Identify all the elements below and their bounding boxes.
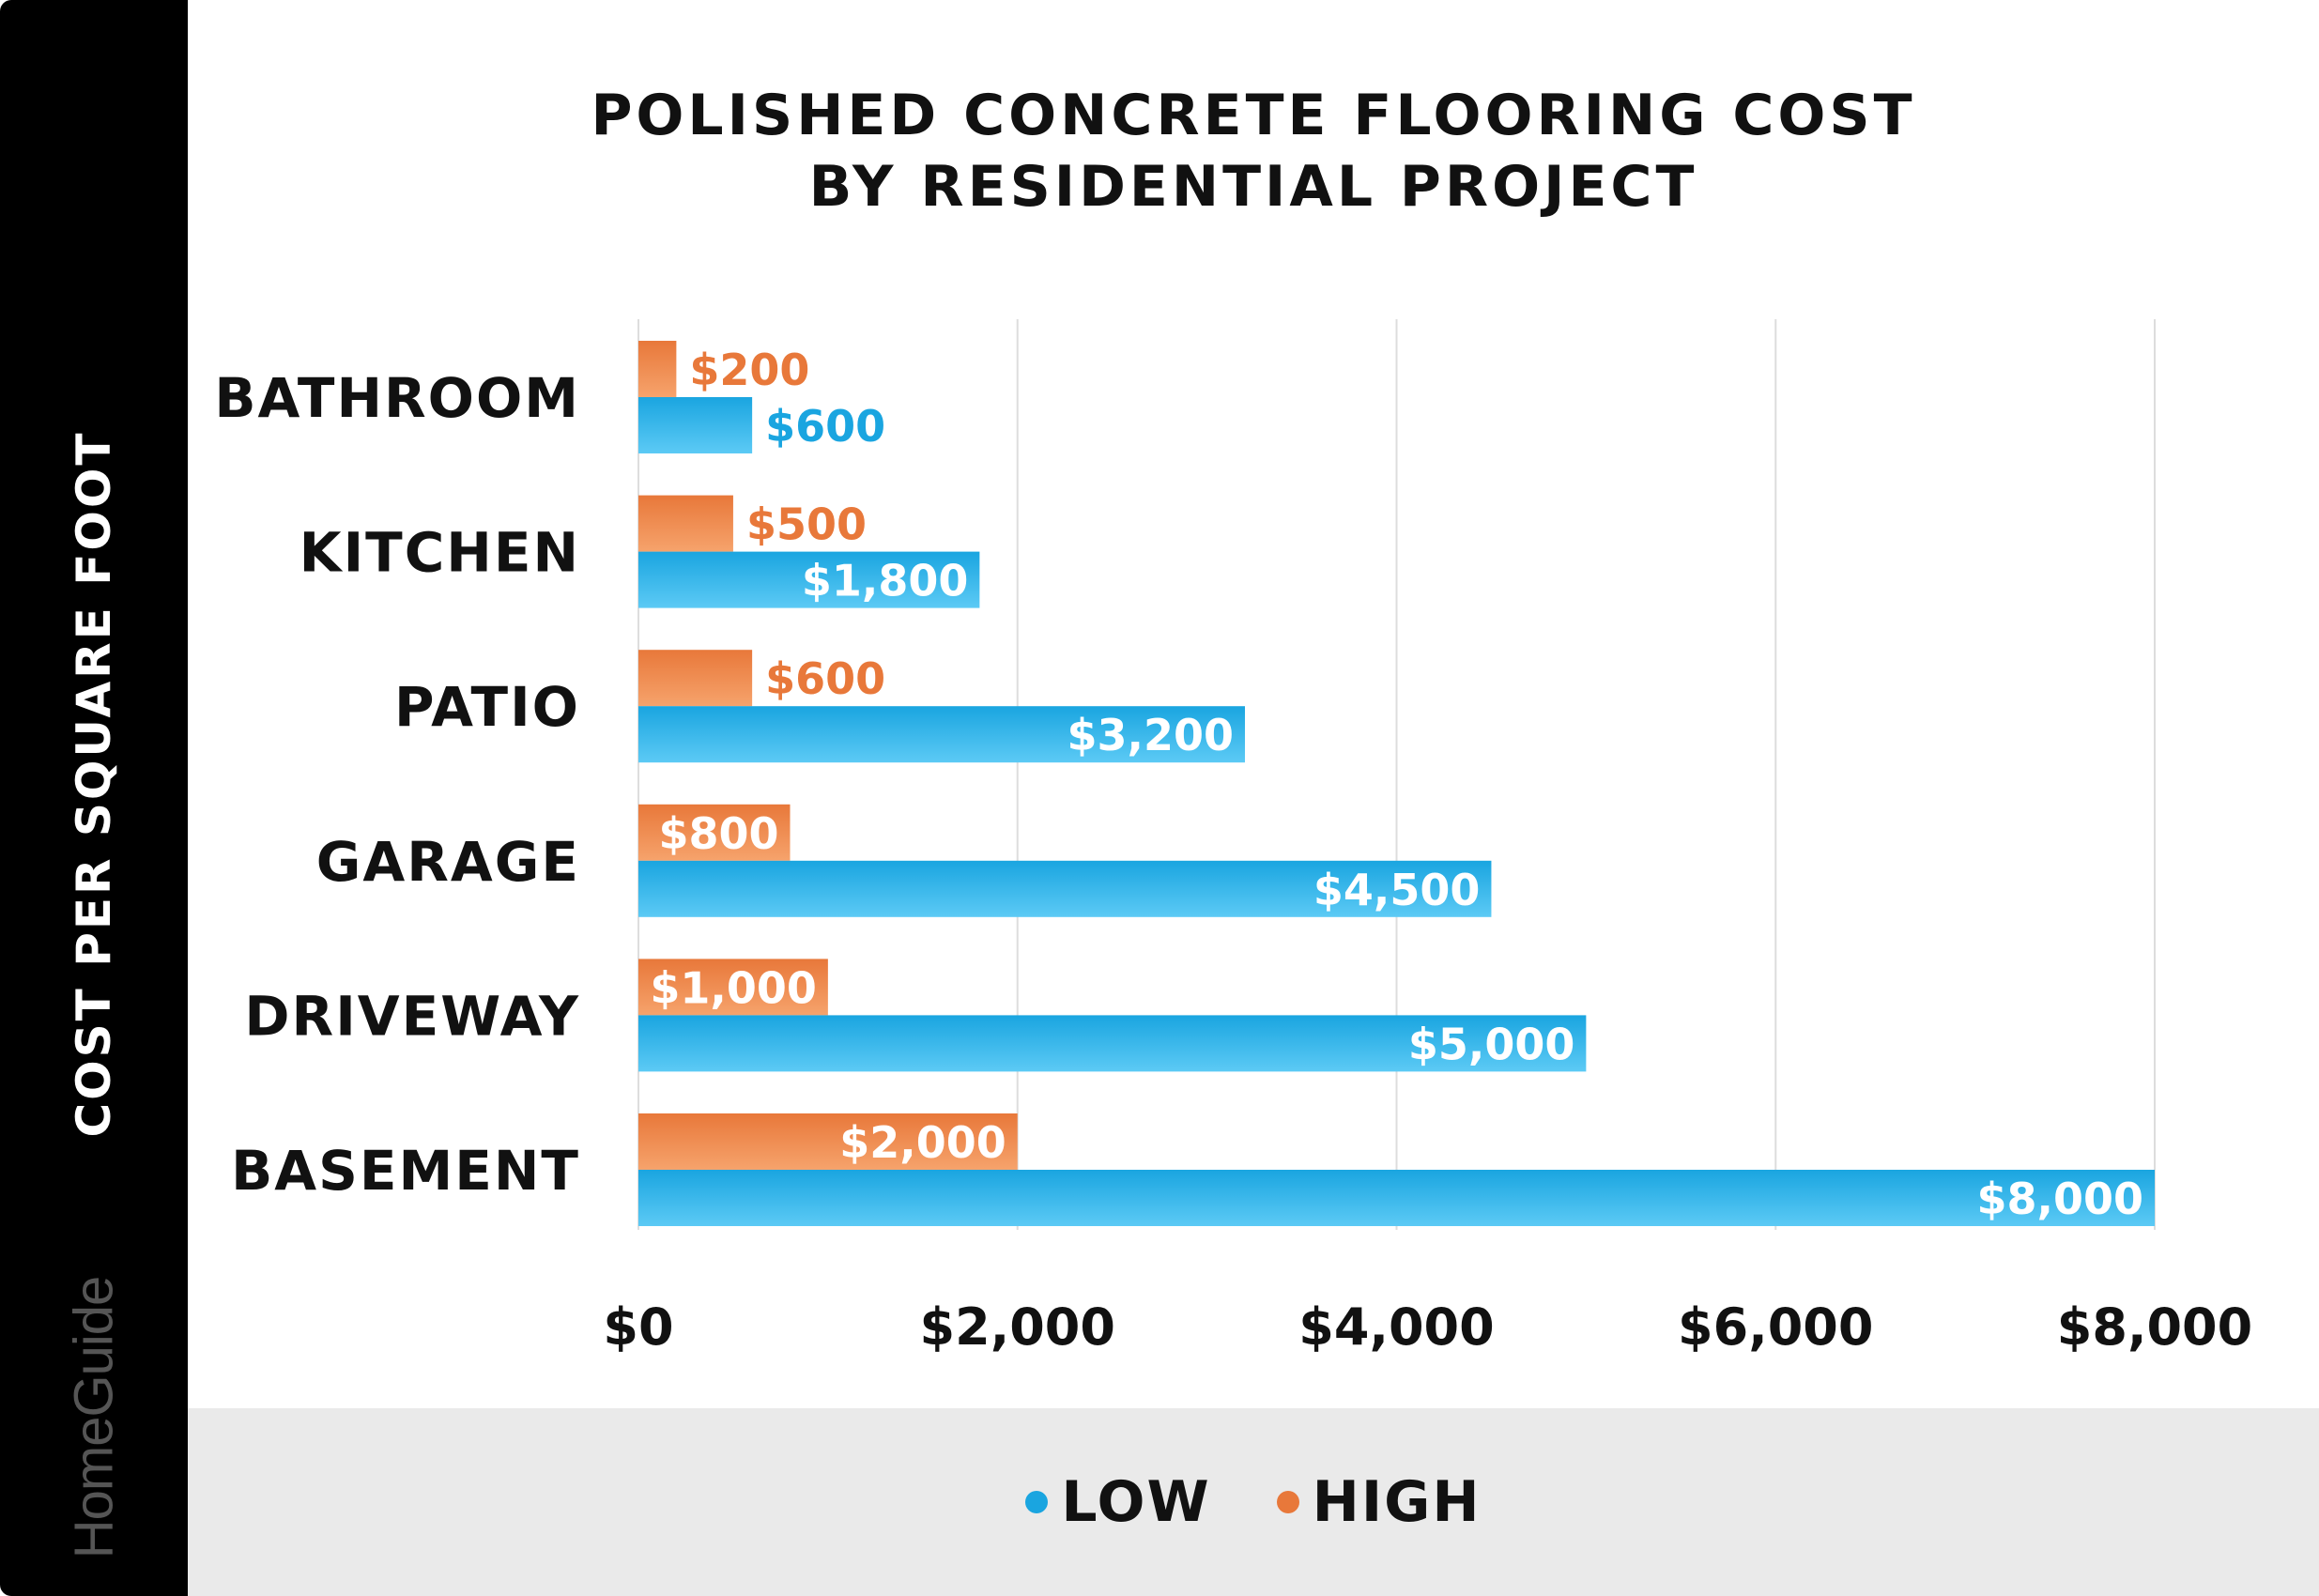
bar-chart: $200 $600 $500 $1,800 $600 $3,200 $800 $4,500 $1…: [214, 319, 2252, 1357]
legend: LOW HIGH: [188, 1408, 2319, 1596]
x-tick-label: $2,000: [920, 1297, 1115, 1357]
sidebar: COST PER SQUARE FOOT HomeGuide: [0, 0, 188, 1596]
x-tick-label: $8,000: [2057, 1297, 2252, 1357]
data-label-high: $800: [658, 808, 778, 859]
chart-title-line-2: BY RESIDENTIAL PROJECT: [808, 154, 1698, 220]
legend-area: LOW HIGH: [188, 1408, 2319, 1596]
bar-low: [638, 1170, 2155, 1226]
category-label: BATHROOM: [214, 366, 580, 430]
legend-item-low: LOW: [1025, 1469, 1210, 1535]
data-label-high: $200: [689, 345, 809, 395]
data-label-low: $5,000: [1408, 1019, 1575, 1069]
x-tick-label: $6,000: [1678, 1297, 1873, 1357]
data-label-low: $3,200: [1067, 710, 1234, 760]
legend-dot-high: [1276, 1491, 1299, 1513]
bar-low: [638, 1015, 1587, 1072]
bar-high: [638, 959, 828, 1016]
x-tick-label: $4,000: [1298, 1297, 1494, 1357]
category-label: GARAGE: [316, 830, 580, 894]
bar-high: [638, 804, 791, 861]
category-label: PATIO: [394, 675, 580, 739]
chart-title-line-1: POLISHED CONCRETE FLOORING COST: [591, 83, 1916, 148]
legend-label-high: HIGH: [1312, 1469, 1482, 1535]
data-label-high: $1,000: [650, 962, 817, 1013]
data-label-low: $8,000: [1976, 1174, 2143, 1224]
bar-low: [638, 551, 980, 608]
category-label: KITCHEN: [299, 521, 580, 585]
category-label: DRIVEWAY: [244, 984, 580, 1048]
bar-low: [638, 860, 1492, 917]
legend-dot-low: [1025, 1491, 1049, 1513]
data-label-high: $500: [746, 499, 867, 550]
legend-label-low: LOW: [1061, 1469, 1211, 1535]
data-label-low: $1,800: [802, 556, 969, 606]
x-tick-label: $0: [603, 1297, 673, 1357]
bar-high: [638, 650, 753, 707]
data-label-low: $4,500: [1313, 865, 1481, 915]
data-label-high: $600: [765, 653, 885, 704]
bar-high: [638, 495, 733, 552]
bar-low: [638, 706, 1245, 763]
bar-low: [638, 397, 753, 453]
category-label: BASEMENT: [231, 1139, 580, 1203]
legend-item-high: HIGH: [1276, 1469, 1482, 1535]
bar-high: [638, 341, 677, 397]
data-label-low: $600: [765, 401, 885, 452]
bar-high: [638, 1113, 1018, 1170]
data-label-high: $2,000: [839, 1117, 1006, 1168]
